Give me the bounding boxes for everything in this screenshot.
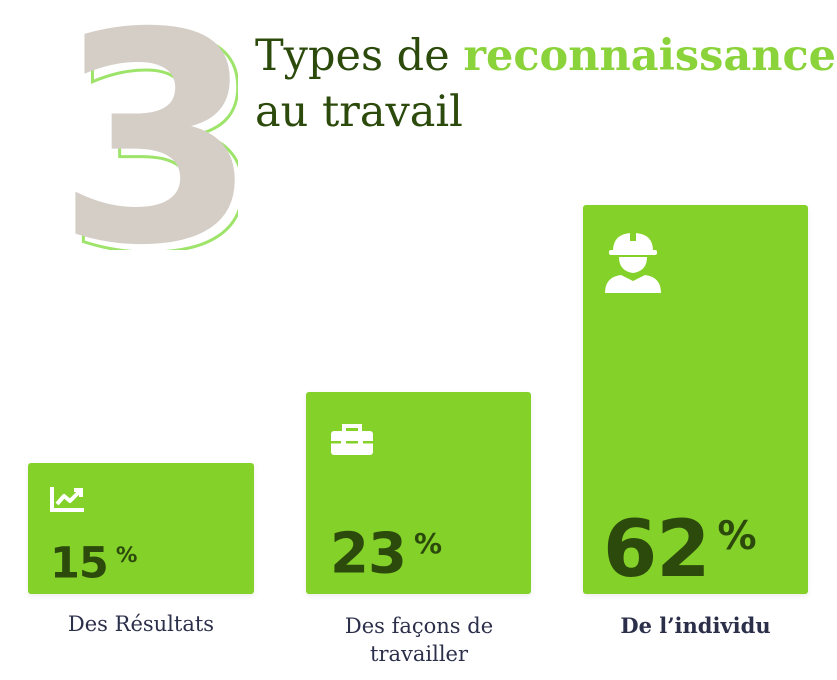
- page-title: Types de reconnaissance au travail: [255, 28, 836, 140]
- big-number-three: 3 3: [56, 0, 238, 250]
- bar-individu: 62%: [583, 205, 808, 594]
- bar-value: 15%: [50, 538, 138, 589]
- worker-helmet-icon: [605, 231, 661, 293]
- title-prefix: Types de: [255, 31, 464, 81]
- title-line2: au travail: [255, 87, 463, 137]
- category-label: Des Résultats: [67, 612, 215, 636]
- bar-facons-de-travailler: 23%: [306, 392, 531, 594]
- big-number-fill: 3: [56, 0, 238, 250]
- toolbox-icon: [331, 424, 373, 455]
- category-label: Des façons de travailler: [344, 614, 494, 666]
- category-label: De l’individu: [620, 613, 771, 638]
- bar-value: 62%: [603, 505, 757, 595]
- trending-up-icon: [50, 487, 84, 512]
- title-accent: reconnaissance: [463, 31, 837, 81]
- big-number-outline: 3: [64, 0, 238, 250]
- bar-resultats: 15%: [28, 463, 254, 594]
- bar-value: 23%: [330, 521, 442, 587]
